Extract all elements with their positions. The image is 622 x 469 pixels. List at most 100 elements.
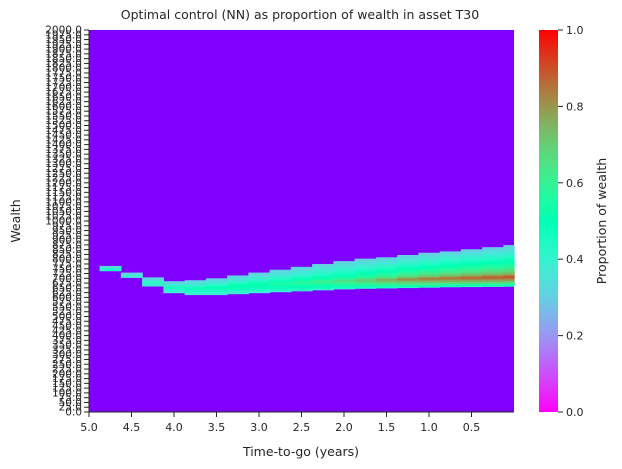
heatmap-cell [248,278,271,280]
heatmap-cell [269,284,292,286]
heatmap-cell [184,287,207,290]
heatmap-cell [375,277,398,279]
heatmap-cell [333,286,356,289]
y-tick-label: 1375.0 [45,144,82,156]
heatmap-cell [397,264,419,267]
x-tick-label: 1.0 [420,421,438,434]
heatmap-cell [142,282,164,284]
heatmap-cell [397,269,419,271]
heatmap-cell [482,283,504,286]
heatmap-cell [375,272,398,275]
heatmap-cell [418,281,441,283]
y-tick-label: 925.0 [52,230,82,242]
heatmap-cell [205,288,228,291]
heatmap-cell [439,257,462,259]
heatmap-cell [418,274,441,277]
heatmap-cell [375,259,398,261]
heatmap-cell [163,285,186,288]
heatmap-cell [397,282,419,285]
heatmap-cell [205,290,228,293]
y-tick-label: 100.0 [52,387,82,399]
heatmap-cell [418,256,441,259]
heatmap-cell [460,261,483,264]
heatmap-cell [439,256,462,258]
heatmap-cell [460,268,483,270]
heatmap-cell [503,282,515,284]
heatmap-cell [397,265,419,268]
heatmap-cell [354,260,377,263]
heatmap-cell [184,283,207,285]
y-axis-label: Wealth [8,199,23,242]
heatmap-cell [269,280,292,282]
heatmap-cell [439,259,462,262]
heatmap-cell [290,282,313,284]
x-tick-label: 5.0 [80,421,98,434]
heatmap-cell [482,255,504,258]
heatmap-cell [354,266,377,268]
heatmap-cell [397,255,419,258]
heatmap-cell [503,275,515,278]
heatmap-cell [354,264,377,266]
y-tick-label: 75.0 [59,392,82,404]
heatmap-cell [482,276,504,279]
heatmap-cell [99,267,122,270]
heatmap-cell [312,284,334,287]
heatmap-cell [99,265,122,268]
heatmap-cell [503,263,515,265]
heatmap-cell [269,290,292,293]
heatmap-cell [290,285,313,288]
heatmap-cell [503,245,515,247]
heatmap-cell [418,284,441,286]
heatmap-cell [439,260,462,263]
heatmap-cell [312,268,334,271]
heatmap-cell [248,274,271,277]
heatmap-cell [439,276,462,278]
heatmap-cell [290,278,313,280]
heatmap-cell [439,255,462,257]
heatmap-cell [312,280,334,282]
heatmap-cell [460,276,483,278]
heatmap-cell [269,272,292,275]
heatmap-cell [503,253,515,256]
y-tick-label: 1000.0 [45,216,82,228]
heatmap-cell [503,267,515,270]
y-tick-label: 1350.0 [45,149,82,161]
heatmap-cell [397,284,419,287]
heatmap-cell [375,271,398,274]
heatmap-cell [205,279,228,281]
heatmap-cell [439,282,462,285]
heatmap-cell [418,265,441,267]
heatmap-cell [205,284,228,286]
heatmap-cell [418,259,441,261]
heatmap-cell [503,258,515,260]
heatmap-cell [312,275,334,277]
heatmap-cell [439,285,462,288]
y-tick-label: 1400.0 [45,139,82,151]
heatmap-cell [375,270,398,273]
heatmap-cell [418,280,441,282]
heatmap-cell [269,273,292,276]
heatmap-cell [460,255,483,257]
y-tick-label: 1225.0 [45,173,82,185]
y-tick-label: 625.0 [52,287,82,299]
heatmap-cell [418,272,441,275]
y-tick-label: 1300.0 [45,158,82,170]
heatmap-cell [482,271,504,273]
y-tick-label: 725.0 [52,268,82,280]
heatmap-cell [397,286,419,289]
heatmap-cell [482,250,504,252]
y-tick-label: 1875.0 [45,48,82,60]
heatmap-cell [184,282,207,284]
heatmap-cell [503,264,515,266]
heatmap-cell [375,282,398,284]
heatmap-cell [503,274,515,277]
heatmap-cell [439,264,462,267]
heatmap-cell [99,268,122,271]
y-ticks: 0.025.050.075.0100.0125.0150.0175.0200.0… [45,25,89,419]
heatmap-cell [312,286,334,289]
heatmap-cell [397,257,419,260]
heatmap-cell [460,273,483,275]
heatmap-cell [439,279,462,281]
y-tick-label: 275.0 [52,354,82,366]
heatmap-cell [333,264,356,267]
